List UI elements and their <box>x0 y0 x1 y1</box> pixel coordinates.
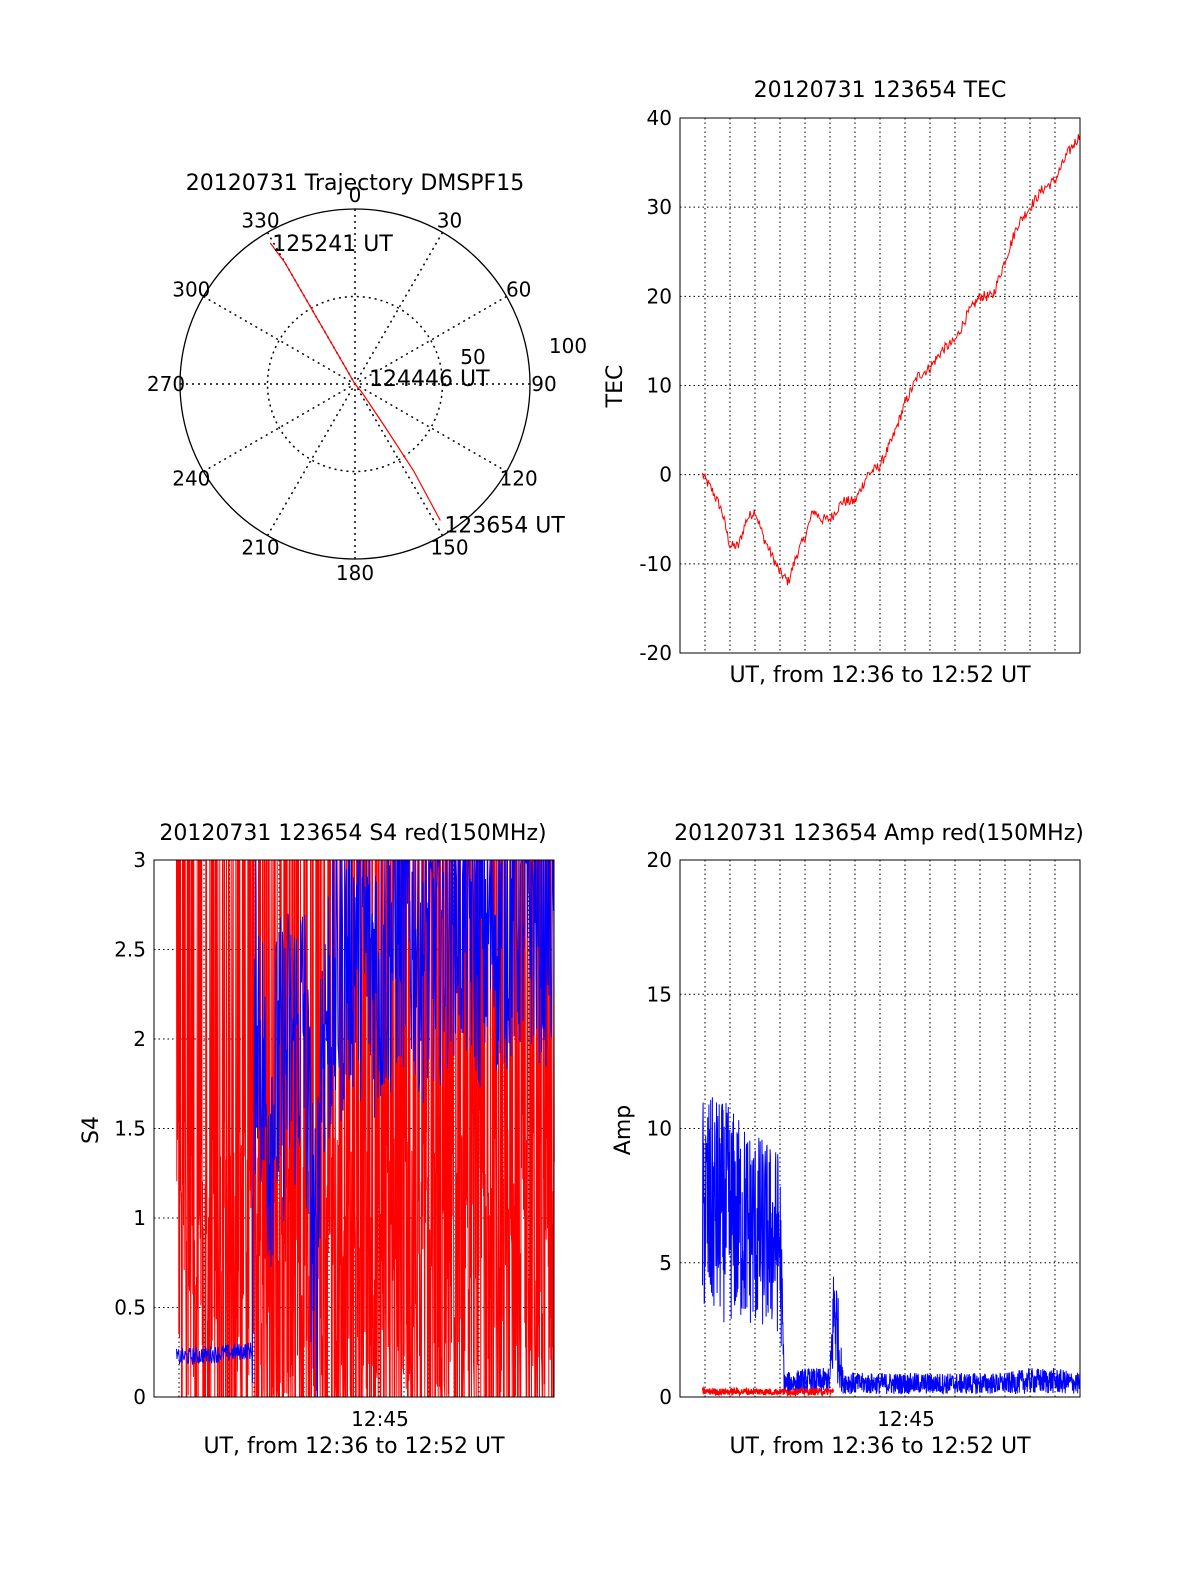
amp-y-tick: 15 <box>647 982 672 1006</box>
amp-frame <box>679 859 1081 1398</box>
s4-y-tick: 2 <box>133 1027 146 1051</box>
polar-angle-label: 330 <box>241 208 279 232</box>
amp-title: 20120731 123654 Amp red(150MHz) <box>674 821 1084 846</box>
polar-angle-label: 60 <box>506 278 531 302</box>
tec-y-tick: -10 <box>639 552 672 576</box>
tec-y-tick: -20 <box>639 641 672 665</box>
amp-y-tick: 20 <box>647 848 672 872</box>
polar-angle-label: 0 <box>349 183 362 207</box>
s4-title: 20120731 123654 S4 red(150MHz) <box>159 821 546 846</box>
tec-plot: 20120731 123654 TEC -20 -10 0 10 20 30 40 UT, … <box>603 78 1081 688</box>
s4-frame <box>153 859 555 1398</box>
s4-y-tick: 0 <box>133 1385 146 1409</box>
amp-y-label: Amp <box>611 1105 636 1155</box>
s4-blue-line <box>176 859 555 1398</box>
amp-red-line <box>701 1385 835 1398</box>
tec-frame <box>679 117 1081 654</box>
s4-y-tick: 0.5 <box>114 1296 146 1320</box>
amp-grid <box>680 860 1080 1397</box>
radius-label-100: 100 <box>549 334 587 358</box>
polar-angle-label: 90 <box>531 372 556 396</box>
amp-y-tick: 10 <box>647 1117 672 1141</box>
polar-inner-circle <box>266 295 444 473</box>
s4-x-tick-1245: 12:45 <box>351 1407 409 1431</box>
polar-angle-label: 30 <box>437 208 462 232</box>
amp-y-tick: 0 <box>659 1385 672 1409</box>
polar-angle-labels: 0 30 60 90 120 150 180 210 240 270 300 330 <box>147 183 557 585</box>
s4-y-tick-labels: 0 0.5 1 1.5 2 2.5 3 <box>114 848 146 1409</box>
s4-plot: 20120731 123654 S4 red(150MHz) 0 0.5 1 1.5 2… <box>79 821 555 1459</box>
s4-x-label: UT, from 12:36 to 12:52 UT <box>203 1434 505 1459</box>
tec-y-tick: 40 <box>647 106 672 130</box>
trajectory-series <box>269 242 441 521</box>
tec-line <box>702 134 1081 586</box>
s4-series <box>176 859 555 1398</box>
polar-angle-label: 240 <box>172 467 210 491</box>
amp-x-label: UT, from 12:36 to 12:52 UT <box>729 1434 1031 1459</box>
polar-angle-label: 210 <box>241 536 279 560</box>
s4-y-tick: 1 <box>133 1206 146 1230</box>
polar-angle-label: 120 <box>500 467 538 491</box>
s4-red-line <box>176 859 555 1398</box>
tec-x-label: UT, from 12:36 to 12:52 UT <box>729 663 1031 688</box>
polar-angle-label: 270 <box>147 372 185 396</box>
s4-y-tick: 2.5 <box>114 938 146 962</box>
radius-label-50: 50 <box>460 345 485 369</box>
tec-y-tick: 30 <box>647 195 672 219</box>
tec-y-label: TEC <box>603 365 628 409</box>
polar-title: 20120731 Trajectory DMSPF15 <box>186 171 524 196</box>
tec-y-tick: 10 <box>647 374 672 398</box>
s4-y-tick: 3 <box>133 848 146 872</box>
trajectory-line <box>269 242 441 521</box>
amp-x-tick-1245: 12:45 <box>877 1407 935 1431</box>
tec-y-tick-labels: -20 -10 0 10 20 30 40 <box>639 106 672 665</box>
amp-y-tick: 5 <box>659 1251 672 1275</box>
amp-series <box>701 1097 1081 1398</box>
s4-y-tick: 1.5 <box>114 1117 146 1141</box>
polar-angle-label: 180 <box>336 561 374 585</box>
annotation-mid-time: 124446 UT <box>369 367 490 392</box>
amp-y-tick-labels: 0 5 10 15 20 <box>647 848 672 1409</box>
amp-plot: 20120731 123654 Amp red(150MHz) 0 5 10 15 20… <box>611 821 1084 1459</box>
trajectory-polar-plot: 20120731 Trajectory DMSPF15 0 30 60 90 120 15… <box>147 171 587 585</box>
tec-title: 20120731 123654 TEC <box>754 78 1007 103</box>
tec-y-tick: 0 <box>659 463 672 487</box>
tec-y-tick: 20 <box>647 284 672 308</box>
tec-series <box>702 134 1081 586</box>
polar-angle-label: 300 <box>172 278 210 302</box>
amp-blue-line <box>702 1097 1081 1395</box>
annotation-start-time: 123654 UT <box>444 514 565 539</box>
polar-angle-label: 150 <box>430 536 468 560</box>
annotation-end-time: 125241 UT <box>272 232 393 257</box>
tec-grid <box>680 118 1080 653</box>
s4-y-label: S4 <box>79 1116 104 1144</box>
